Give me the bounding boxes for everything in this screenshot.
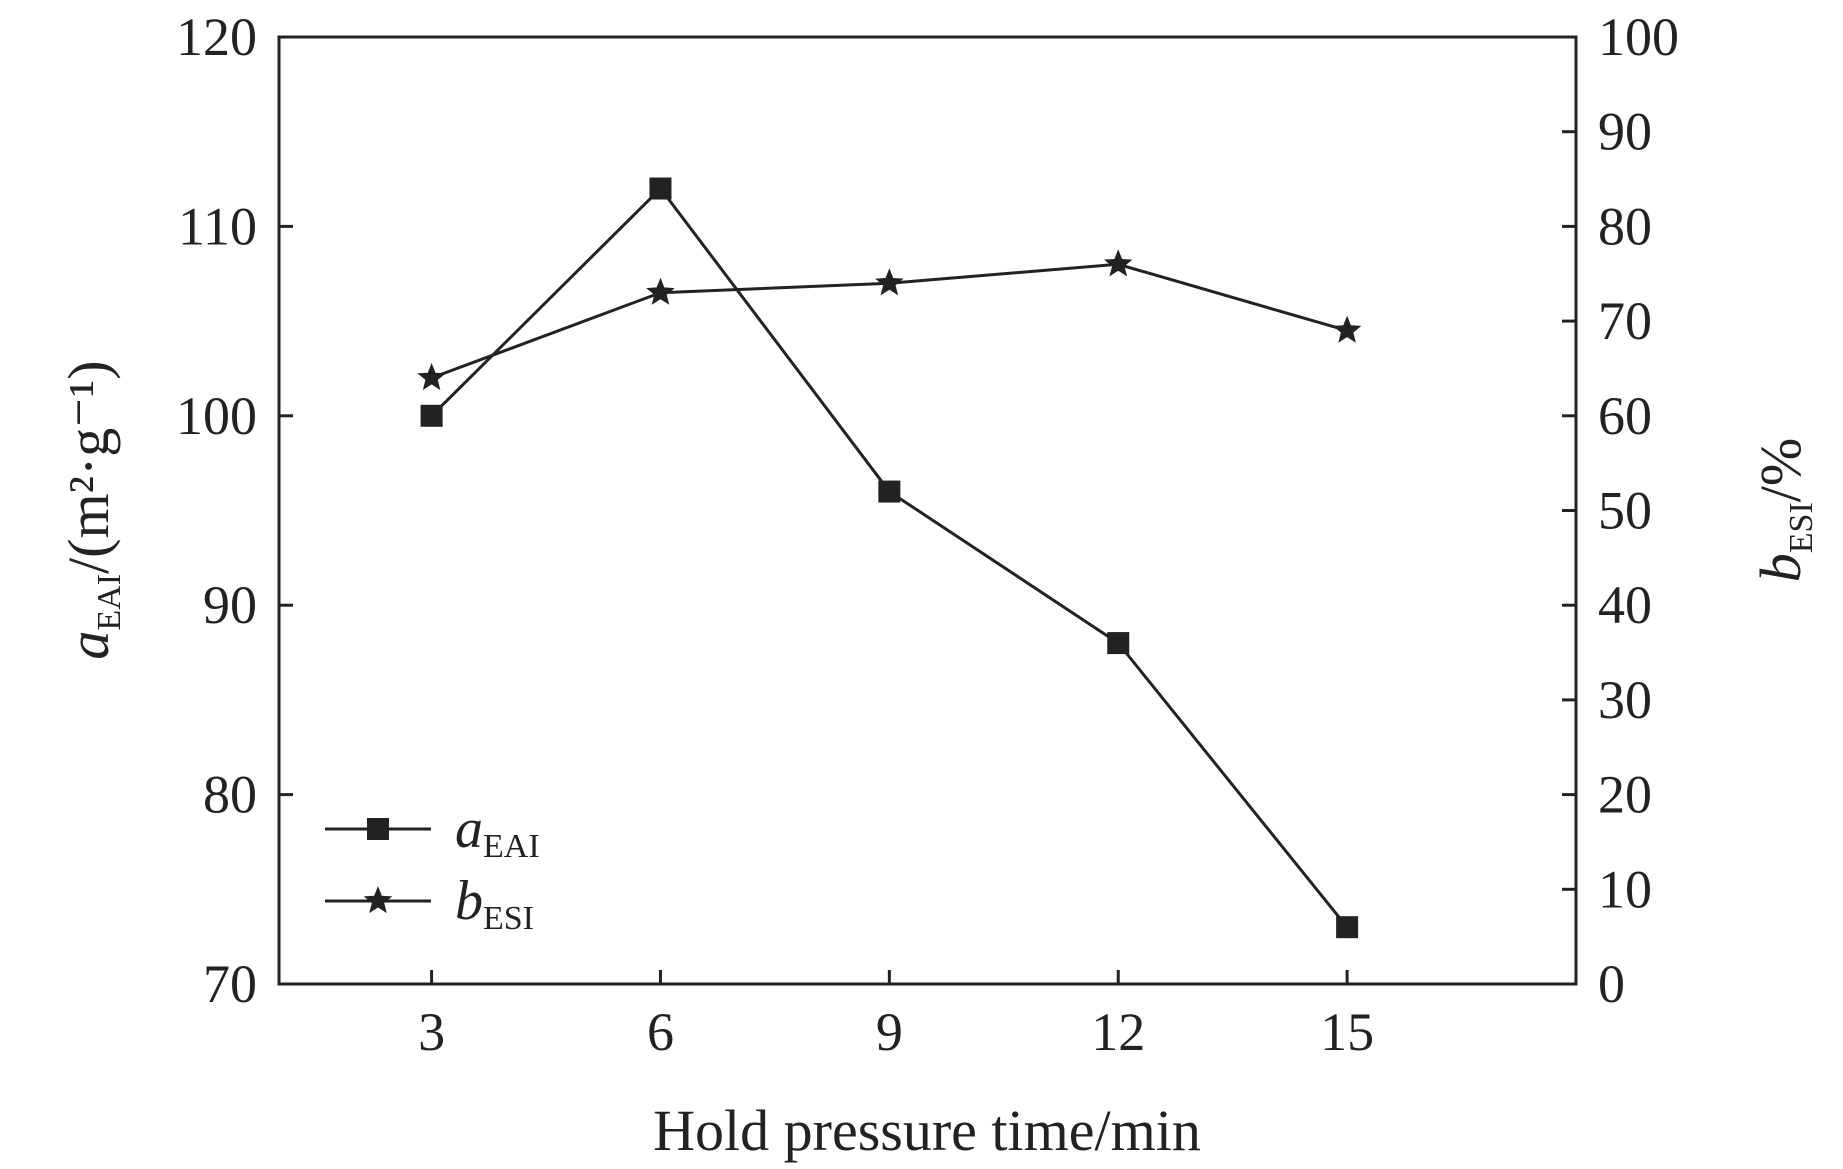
x-tick-label: 12	[1091, 1002, 1145, 1062]
data-point-a-eai	[1336, 916, 1359, 939]
series-layer	[417, 177, 1362, 939]
right-y-tick-label: 100	[1598, 7, 1679, 67]
x-tick-label: 15	[1320, 1002, 1374, 1062]
right-y-tick-label: 90	[1598, 102, 1652, 162]
right-y-tick-label: 60	[1598, 386, 1652, 446]
right-y-tick-label: 0	[1598, 954, 1625, 1014]
data-point-b-esi	[875, 268, 904, 296]
left-y-tick-label: 100	[176, 386, 257, 446]
right-y-tick-label: 80	[1598, 196, 1652, 256]
right-y-tick-label: 40	[1598, 575, 1652, 635]
right-y-tick-label: 20	[1598, 765, 1652, 825]
right-y-tick-label: 50	[1598, 481, 1652, 541]
legend-marker-a-eai	[367, 818, 389, 840]
legend: aEAI bESI	[325, 798, 540, 937]
data-point-b-esi	[1332, 315, 1362, 343]
x-tick-label: 3	[418, 1002, 445, 1062]
data-point-b-esi	[1104, 249, 1133, 277]
right-y-tick-label: 30	[1598, 670, 1652, 730]
left-y-axis-ticks: 70 80 90 100 110 120	[176, 7, 293, 1014]
right-y-tick-label: 10	[1598, 859, 1652, 919]
left-y-tick-label: 110	[178, 196, 257, 256]
series-line-a-eai	[430, 186, 1349, 929]
left-y-axis-title: aEAI/(m²·g⁻¹)	[56, 360, 128, 659]
left-y-tick-label: 90	[203, 575, 257, 635]
left-y-tick-label: 80	[203, 765, 257, 825]
right-y-tick-label: 70	[1598, 291, 1652, 351]
legend-label-b-esi: bESI	[455, 870, 534, 937]
right-y-axis-ticks: 0 10 20 30 40 50 60 70 80 90 100	[1562, 7, 1679, 1014]
legend-label-a-eai: aEAI	[455, 798, 540, 865]
legend-marker-b-esi	[363, 886, 393, 914]
data-point-a-eai	[420, 404, 443, 427]
x-tick-label: 6	[647, 1002, 674, 1062]
x-tick-label: 9	[876, 1002, 903, 1062]
data-point-a-eai	[1107, 632, 1130, 655]
left-y-tick-label: 70	[203, 954, 257, 1014]
data-point-b-esi	[417, 362, 446, 391]
left-y-tick-label: 120	[176, 7, 257, 67]
x-axis-title: Hold pressure time/min	[653, 1098, 1201, 1163]
data-point-a-eai	[649, 177, 672, 200]
data-point-b-esi	[646, 277, 675, 305]
data-point-a-eai	[878, 480, 901, 503]
x-axis-ticks: 3 6 9 12 15	[418, 970, 1374, 1062]
right-y-axis-title: bESI/%	[1748, 438, 1820, 582]
